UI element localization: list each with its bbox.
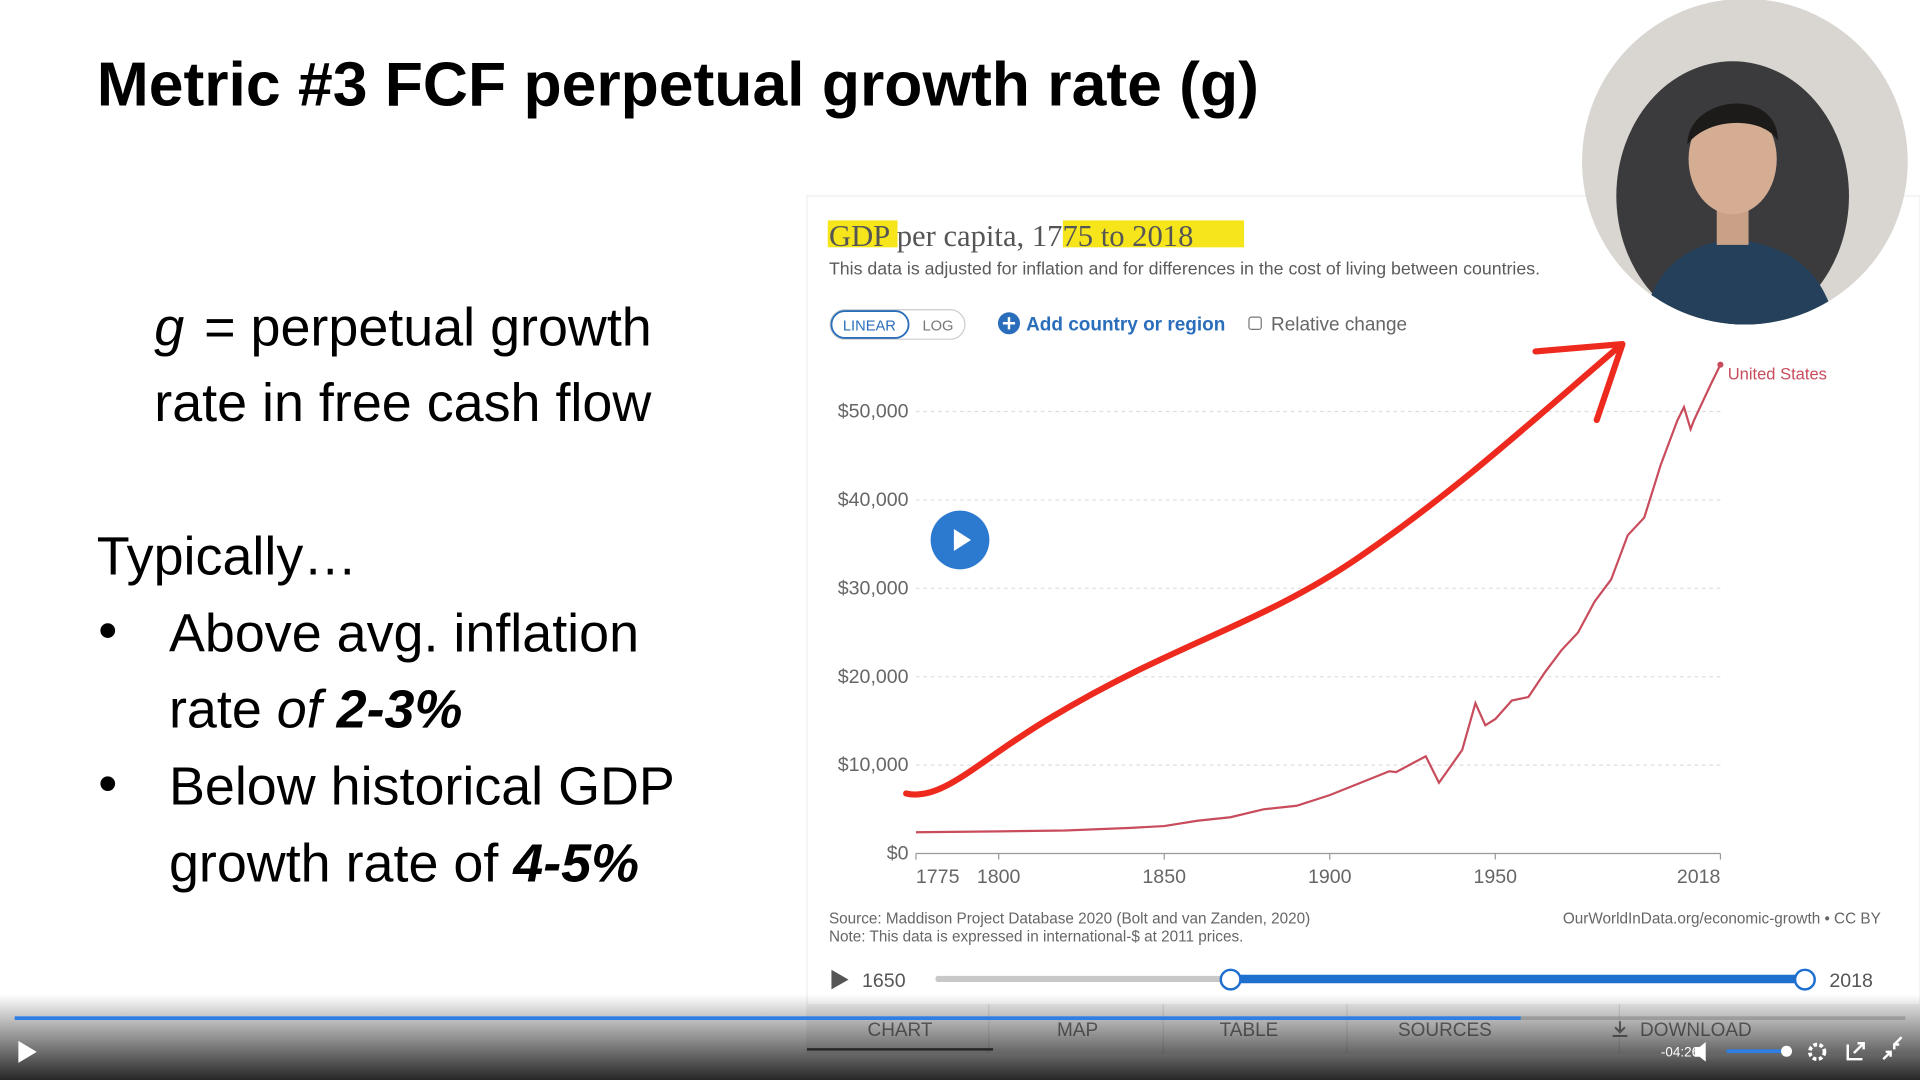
x-tick-label: 1775 bbox=[916, 866, 960, 888]
definition-line: g = perpetual growth bbox=[154, 297, 651, 357]
credit: OurWorldInData.org/economic-growth • CC … bbox=[1563, 910, 1881, 927]
add-icon-plus bbox=[1002, 317, 1016, 330]
text: rate bbox=[169, 679, 262, 739]
popout-icon[interactable] bbox=[1846, 1042, 1865, 1061]
timeline-play[interactable] bbox=[831, 969, 849, 990]
linear-label[interactable]: LINEAR bbox=[843, 319, 896, 335]
emphasis: 4-5% bbox=[512, 834, 639, 894]
chart-panel: GDP per capita, 1775 to 2018 This data i… bbox=[806, 195, 1920, 1054]
series-line bbox=[915, 364, 1722, 834]
timeline-start: 1650 bbox=[862, 970, 906, 992]
slide-title: Metric #3 FCF perpetual growth rate (g) bbox=[97, 49, 1259, 119]
play-icon bbox=[953, 528, 972, 552]
bullet-text: rate of 2-3% bbox=[169, 679, 462, 739]
definition-line: rate in free cash flow bbox=[154, 373, 652, 433]
bullet-text: growth rate of 4-5% bbox=[169, 834, 639, 894]
x-tick-label: 2018 bbox=[1677, 866, 1721, 888]
y-tick-label: $30,000 bbox=[838, 577, 909, 599]
progress-played bbox=[14, 1016, 1521, 1020]
checkbox[interactable] bbox=[1248, 316, 1262, 330]
add-country[interactable]: Add country or region bbox=[1026, 315, 1225, 336]
panel bbox=[806, 195, 1920, 1054]
progress-remaining bbox=[1520, 1016, 1906, 1020]
bullet-text: Above avg. inflation bbox=[169, 603, 639, 663]
fullscreen-icon[interactable] bbox=[1882, 1036, 1903, 1061]
face bbox=[1688, 104, 1777, 215]
emphasis: 2-3% bbox=[336, 679, 463, 739]
linear-button[interactable] bbox=[830, 310, 910, 339]
player-play[interactable] bbox=[18, 1040, 37, 1063]
timeline-track bbox=[935, 975, 1231, 983]
player-shade bbox=[0, 994, 1920, 1080]
highlight bbox=[827, 220, 898, 248]
x-tick-label: 1850 bbox=[1142, 866, 1186, 888]
y-tick-label: $20,000 bbox=[838, 666, 909, 688]
x-tick-label: 1900 bbox=[1308, 866, 1352, 888]
x-tick-label: 1950 bbox=[1474, 866, 1518, 888]
volume-slider[interactable] bbox=[1726, 1049, 1786, 1054]
timeline-end: 2018 bbox=[1829, 970, 1873, 992]
shirt bbox=[1640, 238, 1837, 325]
intro: Typically… bbox=[97, 526, 357, 586]
variable: g bbox=[154, 297, 184, 357]
log-button[interactable]: LOG bbox=[922, 319, 953, 335]
note: Note: This data is expressed in internat… bbox=[829, 929, 1243, 946]
bullet bbox=[100, 776, 116, 792]
series-label[interactable]: United States bbox=[1728, 364, 1827, 383]
source: Source: Maddison Project Database 2020 (… bbox=[829, 910, 1310, 927]
highlight bbox=[1062, 220, 1245, 248]
relative-change[interactable]: Relative change bbox=[1271, 315, 1407, 336]
settings-icon[interactable] bbox=[1807, 1042, 1827, 1062]
bullet bbox=[100, 623, 116, 638]
y-tick-label: $40,000 bbox=[838, 489, 909, 511]
y-tick-label: $0 bbox=[887, 843, 909, 865]
timeline-handle[interactable] bbox=[1219, 968, 1242, 991]
text: = perpetual growth bbox=[204, 297, 652, 357]
text: of bbox=[277, 679, 327, 739]
x-tick-label: 1800 bbox=[977, 866, 1021, 888]
y-tick-label: $10,000 bbox=[838, 754, 909, 776]
volume-handle[interactable] bbox=[1781, 1045, 1793, 1057]
series-end-point bbox=[1717, 361, 1724, 368]
plot-area: $0 $10,000 $20,000 $30,000 $40,000 $50,000 177… bbox=[838, 361, 1827, 888]
timeline-handle[interactable] bbox=[1793, 968, 1816, 991]
timeline-range bbox=[1230, 974, 1805, 984]
bullet-text: Below historical GDP bbox=[169, 756, 675, 816]
webcam bbox=[1582, 0, 1908, 325]
arrow-head bbox=[1532, 341, 1626, 424]
time-remaining: -04:26 bbox=[1661, 1045, 1699, 1060]
hair bbox=[1687, 103, 1778, 145]
annotation-arrow bbox=[903, 345, 1620, 798]
chart-title: GDP per capita, 1775 to 2018 bbox=[829, 219, 1193, 253]
y-tick-label: $50,000 bbox=[838, 401, 909, 423]
chart-subtitle: This data is adjusted for inflation and … bbox=[829, 258, 1540, 278]
text: growth rate of bbox=[169, 834, 499, 894]
